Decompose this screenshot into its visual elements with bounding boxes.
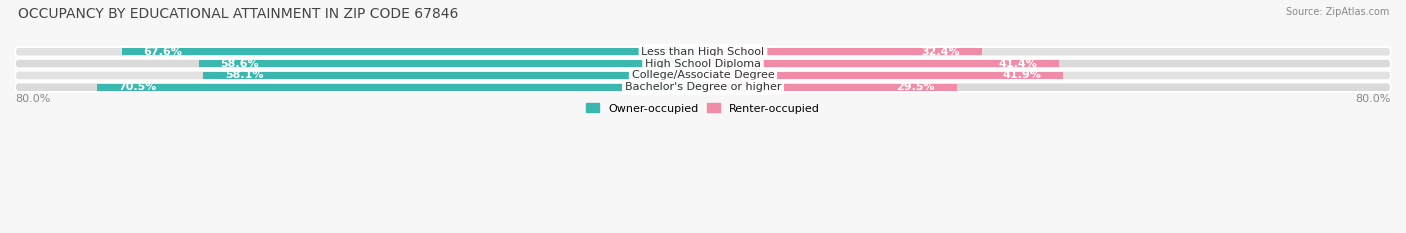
- Text: High School Diploma: High School Diploma: [645, 58, 761, 69]
- Text: 32.4%: 32.4%: [921, 47, 960, 57]
- Bar: [703, 84, 956, 91]
- Text: 58.6%: 58.6%: [221, 58, 259, 69]
- Text: 41.4%: 41.4%: [998, 58, 1038, 69]
- Text: Less than High School: Less than High School: [641, 47, 765, 57]
- Bar: [703, 60, 1059, 67]
- Text: 67.6%: 67.6%: [143, 47, 181, 57]
- Bar: [204, 72, 703, 79]
- Bar: [703, 48, 981, 55]
- Text: College/Associate Degree: College/Associate Degree: [631, 70, 775, 80]
- Text: 41.9%: 41.9%: [1002, 70, 1042, 80]
- Bar: [97, 84, 703, 91]
- Text: 29.5%: 29.5%: [897, 82, 935, 92]
- FancyBboxPatch shape: [15, 71, 1391, 80]
- Bar: [703, 72, 1063, 79]
- Text: Bachelor's Degree or higher: Bachelor's Degree or higher: [624, 82, 782, 92]
- FancyBboxPatch shape: [15, 82, 1391, 92]
- FancyBboxPatch shape: [15, 59, 1391, 69]
- FancyBboxPatch shape: [15, 47, 1391, 57]
- Text: 70.5%: 70.5%: [118, 82, 156, 92]
- Text: OCCUPANCY BY EDUCATIONAL ATTAINMENT IN ZIP CODE 67846: OCCUPANCY BY EDUCATIONAL ATTAINMENT IN Z…: [18, 7, 458, 21]
- Text: 80.0%: 80.0%: [1355, 94, 1391, 104]
- Text: Source: ZipAtlas.com: Source: ZipAtlas.com: [1285, 7, 1389, 17]
- Text: 80.0%: 80.0%: [15, 94, 51, 104]
- Text: 58.1%: 58.1%: [225, 70, 263, 80]
- Bar: [200, 60, 703, 67]
- Legend: Owner-occupied, Renter-occupied: Owner-occupied, Renter-occupied: [581, 99, 825, 118]
- Bar: [122, 48, 703, 55]
